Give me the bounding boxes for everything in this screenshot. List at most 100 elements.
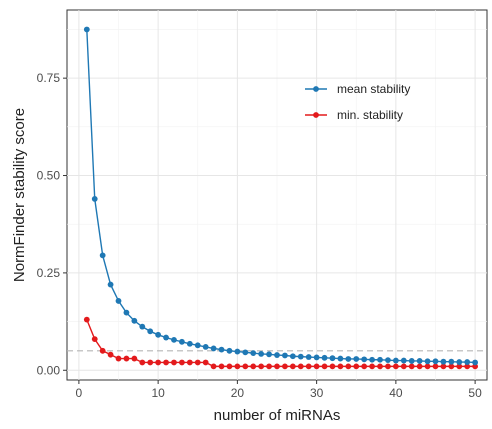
legend-label-mean-stability: mean stability (337, 82, 410, 96)
data-point-min-stability (266, 363, 272, 370)
data-point-min-stability (377, 363, 383, 370)
data-point-min-stability (194, 359, 201, 366)
data-point-mean-stability (464, 359, 471, 365)
y-axis: 0.00 0.25 0.50 0.75 (37, 71, 67, 377)
data-point-min-stability (139, 359, 146, 366)
data-point-min-stability (416, 363, 423, 370)
y-tick-label: 0.25 (37, 266, 61, 280)
data-point-mean-stability (218, 346, 225, 353)
data-point-min-stability (210, 363, 217, 370)
data-point-mean-stability (226, 347, 233, 354)
data-point-mean-stability (210, 345, 217, 352)
data-point-min-stability (163, 359, 169, 366)
data-point-min-stability (321, 363, 328, 370)
data-point-mean-stability (107, 281, 114, 288)
grid-lines (67, 10, 487, 380)
data-point-min-stability (440, 363, 447, 370)
data-point-min-stability (392, 363, 399, 370)
data-point-mean-stability (202, 343, 209, 350)
data-point-min-stability (337, 363, 344, 370)
data-point-mean-stability (456, 359, 463, 365)
data-point-mean-stability (369, 356, 375, 363)
data-point-mean-stability (440, 358, 447, 365)
data-point-min-stability (400, 363, 407, 370)
data-point-min-stability (353, 363, 360, 370)
data-point-min-stability (274, 363, 280, 370)
data-point-mean-stability (297, 353, 304, 360)
data-point-mean-stability (289, 353, 296, 360)
data-point-mean-stability (361, 356, 368, 363)
x-tick-label: 0 (76, 386, 83, 400)
data-point-mean-stability (155, 331, 162, 338)
x-axis-label: number of miRNAs (214, 407, 341, 424)
data-point-mean-stability (448, 358, 455, 365)
data-point-min-stability (99, 347, 106, 354)
y-tick-label: 0.50 (37, 169, 61, 183)
data-point-min-stability (258, 363, 265, 370)
data-point-min-stability (432, 363, 439, 370)
data-point-min-stability (242, 363, 249, 370)
data-point-mean-stability (392, 357, 399, 364)
data-point-mean-stability (408, 358, 415, 364)
data-point-mean-stability (242, 349, 249, 356)
data-point-min-stability (313, 363, 320, 370)
data-point-min-stability (171, 359, 177, 366)
series-group (83, 26, 479, 370)
data-point-mean-stability (274, 352, 280, 358)
y-tick-label: 0.00 (37, 363, 61, 377)
data-point-min-stability (424, 363, 431, 370)
data-point-min-stability (250, 363, 257, 370)
data-point-mean-stability (432, 358, 439, 365)
data-point-min-stability (218, 363, 225, 370)
data-point-mean-stability (416, 358, 423, 364)
data-point-min-stability (329, 363, 336, 370)
data-point-min-stability (234, 363, 241, 370)
x-tick-label: 10 (151, 386, 165, 400)
legend: mean stability min. stability (305, 82, 410, 122)
data-point-mean-stability (385, 357, 391, 364)
data-point-min-stability (289, 363, 296, 370)
data-point-min-stability (186, 359, 193, 366)
y-tick-label: 0.75 (37, 71, 61, 85)
x-tick-label: 50 (468, 386, 482, 400)
data-point-min-stability (91, 336, 98, 343)
data-point-min-stability (385, 363, 391, 370)
data-point-mean-stability (123, 309, 130, 316)
data-point-mean-stability (377, 356, 383, 363)
data-point-mean-stability (147, 328, 154, 335)
data-point-min-stability (123, 355, 130, 362)
x-axis: 0 10 20 30 40 50 (76, 380, 482, 400)
data-point-min-stability (131, 355, 138, 362)
data-point-min-stability (369, 363, 375, 370)
data-point-mean-stability (305, 354, 312, 360)
data-point-min-stability (345, 363, 352, 370)
x-tick-label: 20 (231, 386, 245, 400)
data-point-min-stability (448, 363, 455, 370)
data-point-mean-stability (329, 355, 336, 362)
data-point-min-stability (147, 359, 154, 366)
legend-marker-min-stability (313, 112, 319, 118)
data-point-mean-stability (171, 336, 177, 343)
data-point-min-stability (305, 363, 312, 370)
data-point-mean-stability (353, 356, 360, 362)
data-point-mean-stability (345, 356, 352, 362)
x-tick-label: 40 (389, 386, 403, 400)
data-point-mean-stability (266, 351, 272, 358)
data-point-mean-stability (139, 323, 146, 330)
data-point-mean-stability (337, 355, 344, 362)
data-point-min-stability (115, 355, 122, 362)
data-point-mean-stability (115, 298, 122, 304)
data-point-min-stability (297, 363, 304, 370)
data-point-mean-stability (91, 195, 98, 202)
data-point-mean-stability (186, 340, 193, 347)
y-axis-label: NormFinder stability score (11, 108, 28, 282)
legend-label-min-stability: min. stability (337, 108, 403, 122)
data-point-min-stability (464, 363, 471, 370)
data-point-mean-stability (194, 342, 201, 349)
x-tick-label: 30 (310, 386, 324, 400)
data-point-mean-stability (250, 350, 257, 357)
data-point-min-stability (179, 359, 185, 366)
data-point-mean-stability (163, 334, 169, 341)
